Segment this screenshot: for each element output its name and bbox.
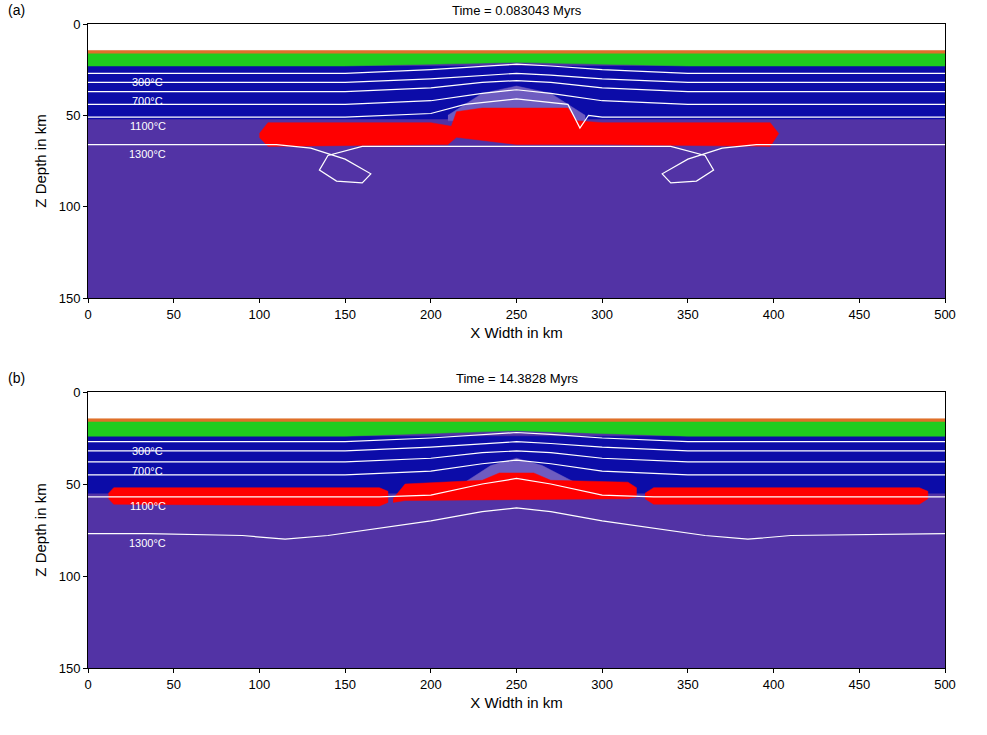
svg-text:(a): (a) (8, 2, 25, 18)
svg-text:300°C: 300°C (132, 445, 163, 457)
svg-text:150: 150 (334, 307, 356, 322)
svg-text:Time = 0.083043 Myrs: Time = 0.083043 Myrs (452, 3, 582, 18)
svg-text:300: 300 (591, 677, 613, 692)
svg-text:Time = 14.3828 Myrs: Time = 14.3828 Myrs (456, 371, 578, 386)
svg-text:350: 350 (677, 677, 699, 692)
svg-text:X Width in km: X Width in km (470, 324, 563, 341)
svg-text:200: 200 (420, 307, 442, 322)
svg-text:150: 150 (59, 291, 81, 306)
svg-text:150: 150 (334, 677, 356, 692)
svg-text:200: 200 (420, 677, 442, 692)
svg-text:100: 100 (249, 677, 271, 692)
svg-text:300°C: 300°C (132, 76, 163, 88)
svg-text:Z Depth in km: Z Depth in km (32, 114, 49, 207)
svg-text:450: 450 (848, 307, 870, 322)
svg-text:0: 0 (84, 307, 91, 322)
svg-text:50: 50 (166, 307, 180, 322)
svg-text:100: 100 (249, 307, 271, 322)
svg-text:Z Depth in km: Z Depth in km (32, 483, 49, 576)
svg-text:0: 0 (73, 385, 80, 400)
svg-text:250: 250 (506, 307, 528, 322)
svg-text:0: 0 (73, 17, 80, 32)
svg-text:50: 50 (66, 477, 80, 492)
svg-text:100: 100 (59, 569, 81, 584)
svg-text:700°C: 700°C (132, 95, 163, 107)
svg-text:0: 0 (84, 677, 91, 692)
svg-text:X Width in km: X Width in km (470, 694, 563, 711)
svg-text:1300°C: 1300°C (129, 148, 166, 160)
svg-text:50: 50 (66, 108, 80, 123)
svg-text:50: 50 (166, 677, 180, 692)
svg-text:500: 500 (934, 307, 956, 322)
svg-text:700°C: 700°C (132, 465, 163, 477)
svg-text:150: 150 (59, 661, 81, 676)
svg-text:1300°C: 1300°C (129, 537, 166, 549)
svg-text:450: 450 (848, 677, 870, 692)
svg-text:250: 250 (506, 677, 528, 692)
svg-text:1100°C: 1100°C (130, 120, 166, 132)
svg-text:1100°C: 1100°C (130, 500, 166, 512)
svg-text:400: 400 (763, 677, 785, 692)
svg-text:100: 100 (59, 199, 81, 214)
svg-text:400: 400 (763, 307, 785, 322)
svg-text:(b): (b) (8, 370, 25, 386)
svg-text:350: 350 (677, 307, 699, 322)
svg-text:500: 500 (934, 677, 956, 692)
svg-text:300: 300 (591, 307, 613, 322)
